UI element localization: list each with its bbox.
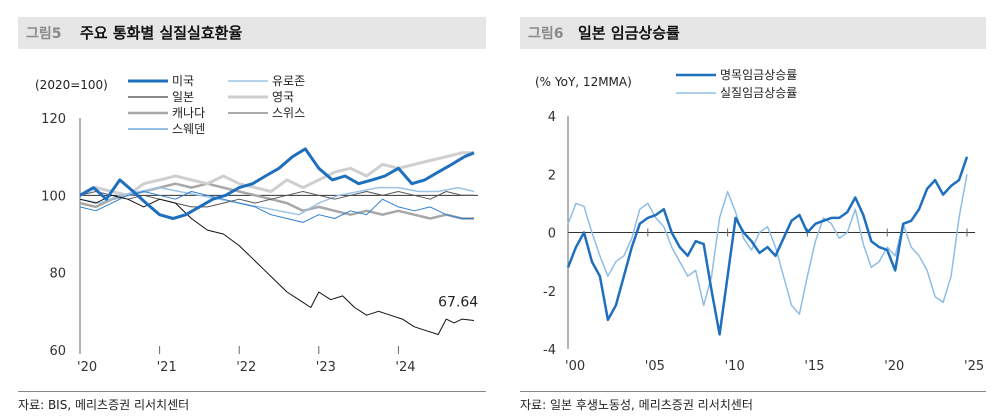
right-y-tick-label: 2 (548, 168, 556, 183)
right-series-line-실질임금상승률 (567, 174, 968, 315)
left-unit-label: (2020=100) (35, 78, 108, 92)
right-x-tick-label: '00 (565, 359, 585, 374)
left-x-tick-label: '23 (316, 360, 336, 375)
left-legend-label: 캐나다 (172, 106, 205, 120)
right-unit-label: (% YoY, 12MMA) (535, 75, 632, 89)
left-figure-title: 주요 통화별 실질실효환율 (80, 24, 243, 42)
left-series-line-유로존 (79, 186, 475, 216)
right-series-line-명목임금상승률 (566, 156, 969, 336)
right-legend-label: 실질임금상승률 (720, 86, 797, 100)
right-y-tick-label: -4 (543, 343, 556, 358)
left-x-tick-label: '22 (236, 360, 256, 375)
left-series-line-일본 (79, 194, 475, 335)
right-source-divider (520, 391, 986, 392)
left-legend-label: 스위스 (272, 106, 305, 120)
left-source-divider (18, 391, 486, 392)
left-x-tick-label: '24 (395, 360, 415, 375)
left-y-tick-label: 120 (41, 112, 66, 127)
left-y-tick-label: 100 (41, 189, 66, 204)
left-series-line-영국 (79, 151, 474, 197)
left-legend-label: 유로존 (272, 74, 305, 88)
left-x-tick-label: '21 (157, 360, 177, 375)
left-legend-label: 스웨덴 (172, 122, 205, 136)
left-x-tick-label: '20 (77, 360, 97, 375)
left-source: 자료: BIS, 메리츠증권 리서치센터 (18, 398, 190, 412)
right-legend-label: 명목임금상승률 (720, 68, 797, 82)
right-x-tick-label: '25 (964, 359, 984, 374)
left-y-tick-label: 60 (49, 344, 66, 359)
right-figure-title: 일본 임금상승률 (578, 24, 680, 42)
left-title-bar: 그림5 주요 통화별 실질실효환율 (18, 17, 486, 49)
left-series-line-스웨덴 (79, 191, 474, 223)
right-x-tick-label: '20 (884, 359, 904, 374)
left-y-tick-label: 80 (49, 267, 66, 282)
right-figure: 그림6 일본 임금상승률 자료: 일본 후생노동성, 메리츠증권 리서치센터 (520, 0, 986, 418)
left-figure: 그림5 주요 통화별 실질실효환율 자료: BIS, 메리츠증권 리서치센터 (18, 0, 486, 418)
left-legend-label: 미국 (172, 74, 194, 88)
left-series-line-스위스 (79, 191, 474, 208)
right-x-tick-label: '10 (725, 359, 745, 374)
right-y-tick-label: -2 (543, 285, 556, 300)
right-figure-number: 그림6 (528, 26, 564, 42)
left-annotation-label: 67.64 (438, 294, 478, 310)
left-legend-label: 영국 (272, 90, 294, 104)
right-title-bar: 그림6 일본 임금상승률 (520, 17, 986, 49)
right-x-tick-label: '15 (804, 359, 824, 374)
left-series-line-미국 (79, 147, 475, 220)
right-x-tick-label: '05 (645, 359, 665, 374)
left-legend-label: 일본 (172, 90, 194, 104)
right-y-tick-label: 0 (548, 227, 556, 242)
left-figure-number: 그림5 (26, 26, 62, 42)
right-source: 자료: 일본 후생노동성, 메리츠증권 리서치센터 (520, 398, 753, 412)
right-y-tick-label: 4 (548, 110, 556, 125)
